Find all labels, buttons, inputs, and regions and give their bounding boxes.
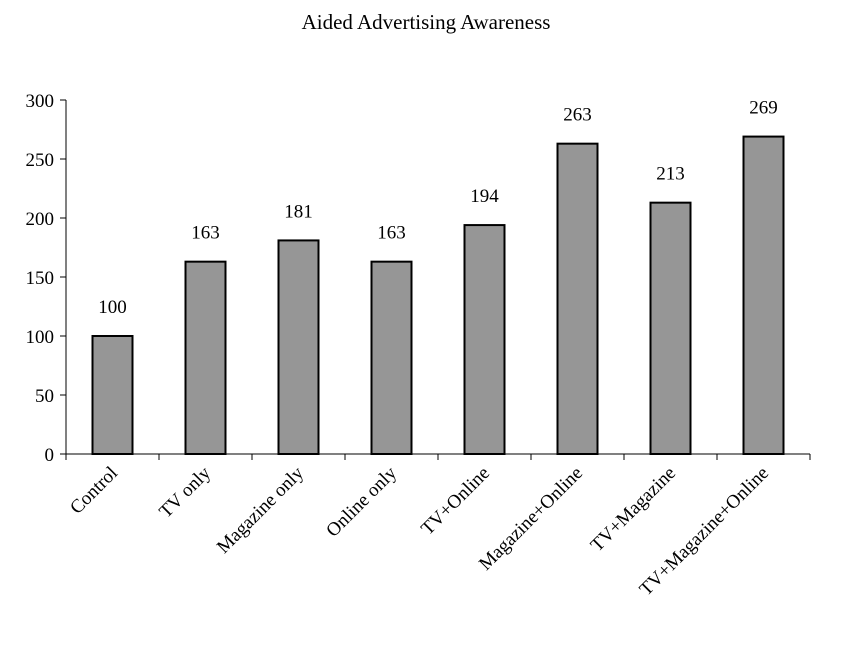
y-tick-label: 0 (45, 445, 55, 466)
bars (91, 135, 785, 456)
bar (277, 239, 320, 455)
x-tick-label: TV+Online (417, 463, 494, 540)
data-label: 100 (98, 297, 127, 318)
data-label: 194 (470, 186, 499, 207)
y-tick-label: 200 (26, 209, 55, 230)
x-tick-label: Control (66, 463, 122, 519)
bar (649, 201, 692, 455)
y-tick-label: 300 (26, 91, 55, 112)
y-tick-label: 150 (26, 268, 55, 289)
x-tick-label: Online only (322, 462, 401, 541)
bar (463, 224, 506, 455)
axes: 0 50 100 150 200 250 300 (26, 91, 811, 466)
bar (742, 135, 785, 456)
y-tick-label: 50 (35, 386, 54, 407)
data-label: 181 (284, 201, 313, 222)
data-label: 213 (656, 164, 685, 185)
bar (184, 260, 227, 455)
y-tick-label: 250 (26, 150, 55, 171)
data-label: 269 (749, 98, 778, 119)
bar (91, 335, 134, 455)
chart-title: Aided Advertising Awareness (301, 10, 551, 34)
x-tick-label: TV+Magazine (587, 463, 680, 556)
x-tick-label: TV only (155, 462, 215, 522)
data-label: 263 (563, 105, 592, 126)
data-label: 163 (377, 223, 406, 244)
data-label: 163 (191, 223, 220, 244)
bar (370, 260, 413, 455)
y-tick-label: 100 (26, 327, 55, 348)
x-tick-label: Magazine only (213, 462, 308, 557)
bar (556, 142, 599, 455)
